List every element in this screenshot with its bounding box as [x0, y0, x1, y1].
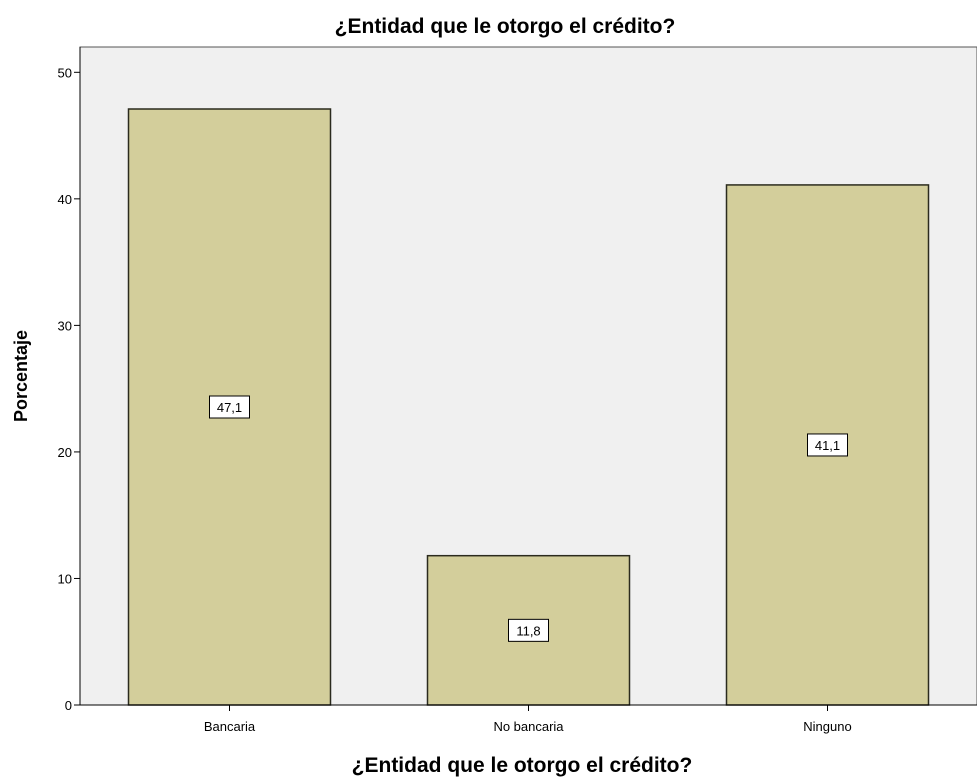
y-tick-label: 30 — [58, 318, 72, 333]
x-tick-label: Bancaria — [204, 719, 256, 734]
y-tick-label: 50 — [58, 65, 72, 80]
y-axis-label: Porcentaje — [11, 330, 31, 422]
data-label: 41,1 — [815, 438, 840, 453]
x-tick-label: No bancaria — [493, 719, 564, 734]
y-axis-ticks: 0 10 20 30 40 50 — [58, 65, 80, 713]
data-label: 47,1 — [217, 400, 242, 415]
data-label-box — [508, 618, 549, 642]
y-tick-label: 40 — [58, 192, 72, 207]
y-tick-label: 20 — [58, 445, 72, 460]
y-tick-label: 10 — [58, 571, 72, 586]
y-tick-label: 0 — [65, 698, 72, 713]
bars-group: 47,1 11,8 41,1 — [127, 108, 930, 706]
x-axis-ticks: Bancaria No bancaria Ninguno — [204, 705, 852, 734]
chart-title: ¿Entidad que le otorgo el crédito? — [335, 15, 676, 38]
data-label-box — [209, 395, 250, 419]
x-axis-label: ¿Entidad que le otorgo el crédito? — [352, 754, 693, 777]
data-label: 11,8 — [516, 623, 540, 638]
x-tick-label: Ninguno — [803, 719, 851, 734]
data-label-box — [807, 433, 848, 457]
